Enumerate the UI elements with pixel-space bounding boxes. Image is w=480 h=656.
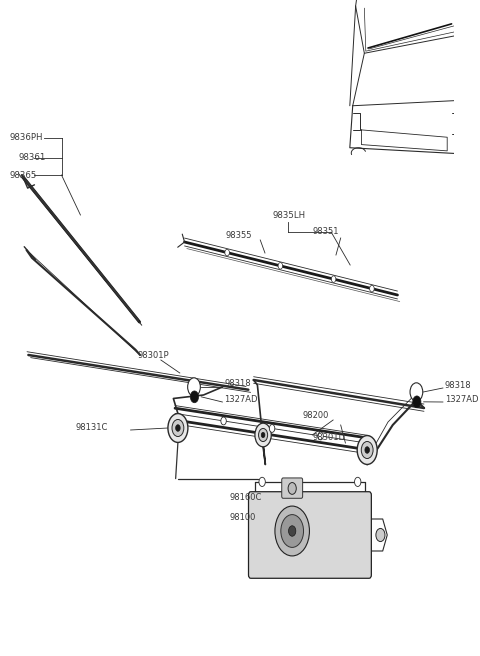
Text: 9835LH: 9835LH [273, 211, 306, 220]
FancyBboxPatch shape [282, 478, 302, 499]
Circle shape [225, 249, 229, 256]
Circle shape [278, 262, 283, 269]
Circle shape [275, 506, 310, 556]
Circle shape [259, 428, 268, 441]
Circle shape [370, 285, 374, 292]
Circle shape [288, 483, 296, 495]
Text: 98301P: 98301P [137, 350, 169, 359]
Circle shape [410, 383, 423, 401]
Text: 98365: 98365 [10, 171, 37, 180]
FancyBboxPatch shape [249, 492, 372, 579]
Circle shape [259, 478, 265, 487]
Circle shape [357, 436, 377, 464]
Text: 1327AD: 1327AD [445, 396, 478, 405]
Circle shape [281, 514, 303, 547]
Text: 98355: 98355 [225, 232, 252, 241]
Text: 98200: 98200 [303, 411, 329, 419]
Circle shape [355, 478, 361, 487]
Circle shape [365, 447, 370, 453]
Circle shape [413, 396, 421, 408]
Circle shape [331, 276, 336, 282]
Text: 98361: 98361 [19, 154, 46, 163]
Circle shape [188, 378, 200, 396]
Text: 98160C: 98160C [229, 493, 262, 502]
Circle shape [172, 419, 184, 436]
Circle shape [176, 424, 180, 431]
Circle shape [269, 424, 275, 432]
Text: 9836PH: 9836PH [10, 134, 43, 142]
Circle shape [191, 391, 199, 403]
Text: 98318: 98318 [224, 380, 251, 388]
Text: 98351: 98351 [312, 228, 339, 237]
Circle shape [168, 413, 188, 442]
Circle shape [361, 441, 373, 459]
Text: 1327AD: 1327AD [224, 396, 258, 405]
Circle shape [318, 432, 324, 440]
Text: 98131C: 98131C [76, 424, 108, 432]
Circle shape [376, 529, 385, 542]
Text: 98318: 98318 [445, 382, 471, 390]
Circle shape [221, 417, 226, 425]
Text: 98301D: 98301D [312, 432, 345, 441]
Circle shape [255, 423, 271, 447]
Circle shape [261, 432, 265, 438]
Circle shape [288, 525, 296, 536]
Text: 98100: 98100 [229, 514, 255, 522]
